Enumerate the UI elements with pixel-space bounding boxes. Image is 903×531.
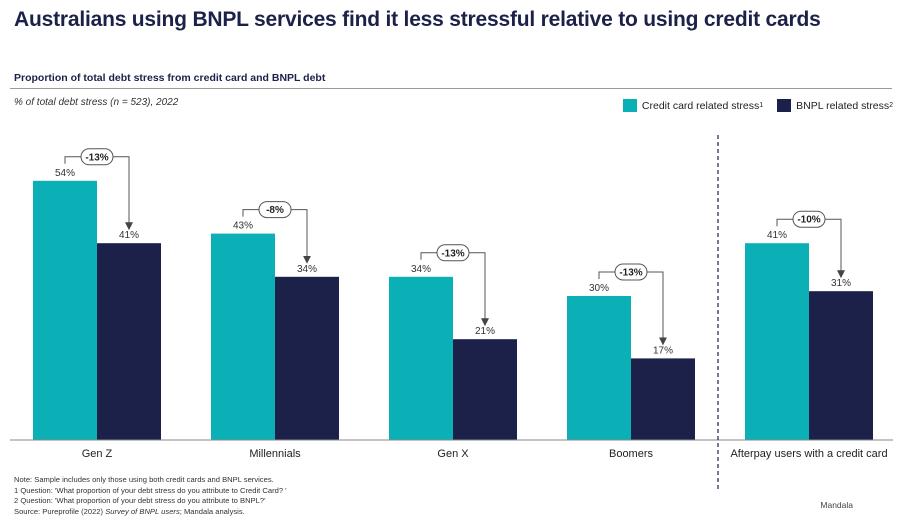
data-label-credit-card: 41% [767,230,787,241]
legend-item-bnpl: BNPL related stress 2 [777,99,893,112]
bar-bnpl [97,243,161,440]
bar-credit-card [745,243,809,440]
data-label-bnpl: 21% [475,326,495,337]
difference-pill [436,244,470,262]
data-label-bnpl: 34% [297,264,317,275]
legend-sup-credit-card: 1 [759,102,764,109]
footnotes: Note: Sample includes only those using b… [14,475,287,517]
difference-label: -8% [266,205,284,216]
bar-credit-card [211,233,275,440]
legend: Credit card related stress 1 BNPL related… [609,99,893,112]
header-divider [10,88,892,89]
x-tick-label: Boomers [609,448,654,460]
source-prefix: Source: Pureprofile (2022) [14,506,106,516]
bar-credit-card [389,276,453,440]
difference-pill [258,201,292,219]
legend-sup-bnpl: 2 [889,102,893,109]
difference-pill [614,263,648,281]
x-tick-label: Afterpay users with a credit card [730,448,887,460]
difference-pill [792,210,826,228]
difference-label: -10% [797,215,820,226]
measure-note: % of total debt stress (n = 523), 2022 [14,97,179,108]
difference-label: -13% [85,152,108,163]
legend-swatch-bnpl [777,99,792,112]
data-label-credit-card: 30% [589,283,609,294]
x-tick-label: Millennials [249,448,301,460]
legend-label-credit-card: Credit card related stress [641,99,760,112]
brand-label: Mandala [820,500,853,510]
data-label-credit-card: 54% [55,168,75,179]
source-title: Survey of BNPL users [105,506,180,516]
x-tick-label: Gen X [437,448,469,460]
data-label-credit-card: 34% [411,264,431,275]
bar-bnpl [631,358,695,440]
legend-swatch-credit-card [622,99,637,112]
bar-bnpl [453,339,517,440]
legend-label-bnpl: BNPL related stress [796,99,890,112]
difference-pill [80,148,114,166]
data-label-credit-card: 43% [233,221,253,232]
footnote-source: Source: Pureprofile (2022) Survey of BNP… [14,507,287,518]
data-label-bnpl: 17% [653,345,673,356]
legend-item-credit-card: Credit card related stress 1 [622,99,764,112]
data-label-bnpl: 41% [119,230,139,241]
footnote-note: Note: Sample includes only those using b… [14,475,274,484]
footnote-q1: 1 Question: 'What proportion of your deb… [14,485,287,495]
bar-credit-card [33,180,97,441]
difference-label: -13% [441,248,464,259]
difference-label: -13% [619,268,642,279]
x-tick-label: Gen Z [82,448,113,460]
chart-subtitle: Proportion of total debt stress from cre… [14,72,326,84]
bar-credit-card [567,296,631,440]
bar-bnpl [275,276,339,440]
data-label-bnpl: 31% [831,278,851,289]
source-suffix: ; Mandala analysis. [179,506,245,516]
chart-title: Australians using BNPL services find it … [14,8,821,31]
footnote-q2: 2 Question: 'What proportion of your deb… [14,496,266,505]
bar-bnpl [809,291,873,440]
